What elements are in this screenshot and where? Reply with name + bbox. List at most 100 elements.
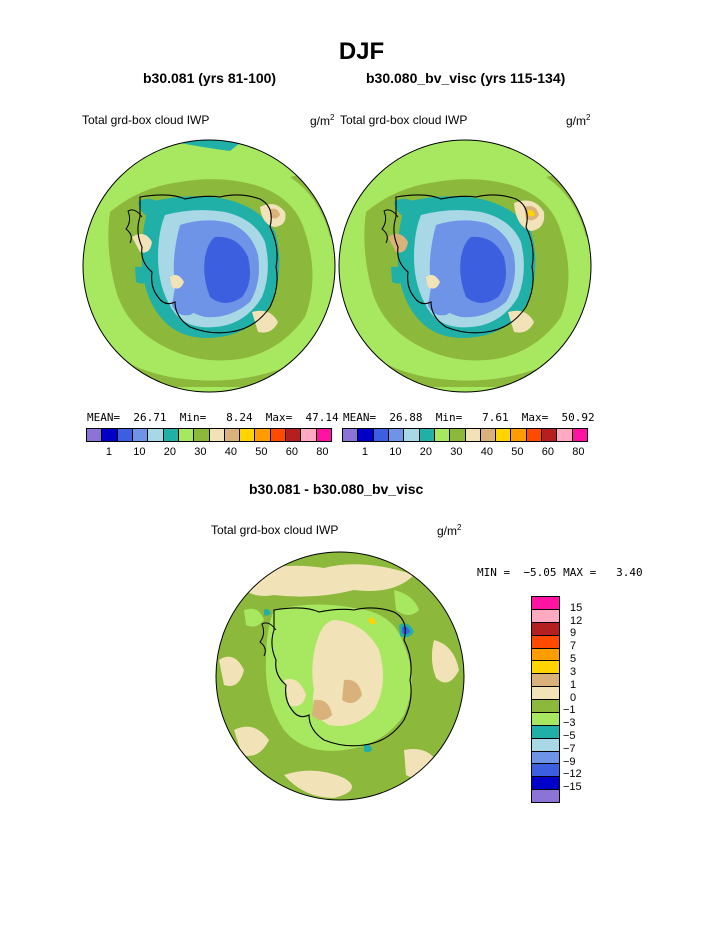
- colorbar-swatch: [270, 429, 287, 441]
- panel-title-left: b30.081 (yrs 81-100): [143, 70, 277, 86]
- colorbar-tick-label: 0: [570, 691, 577, 704]
- colorbar-tick-label: 5: [570, 653, 577, 666]
- colorbar-tick-label: 50: [511, 446, 524, 458]
- colorbar-swatch: [132, 429, 149, 441]
- polar-map-diff: [215, 551, 465, 801]
- units-right: g/m2: [566, 113, 591, 128]
- colorbar-tick-label: 1: [105, 446, 112, 458]
- colorbar-tick-label: 40: [224, 446, 237, 458]
- colorbar-swatch: [542, 429, 558, 441]
- colorbar-swatch: [532, 764, 559, 778]
- colorbar-tick-label: 60: [285, 446, 298, 458]
- colorbar-tick-label: 40: [480, 446, 493, 458]
- colorbar-swatch: [511, 429, 527, 441]
- colorbar-swatch: [178, 429, 195, 441]
- colorbar-tick-label: 1: [570, 678, 577, 691]
- colorbar-tick-label: 10: [389, 446, 402, 458]
- colorbar-tick-label: −5: [563, 729, 576, 742]
- colorbar-swatch: [572, 429, 587, 441]
- colorbar-tick-label: 60: [541, 446, 554, 458]
- field-label-left: Total grd-box cloud IWP: [82, 113, 210, 127]
- colorbar-swatch: [532, 687, 559, 700]
- colorbar-tick-label: 15: [570, 601, 583, 614]
- colorbar-swatch: [526, 429, 543, 441]
- colorbar-tick-label: 80: [316, 446, 329, 458]
- colorbar-tick-label: −12: [563, 768, 582, 781]
- diff-colorbar-ticks: 15 12 9 7 5 3 1 0 −1 −3 −5 −7 −9 −12 −15: [563, 596, 595, 801]
- figure-title: DJF: [338, 38, 385, 65]
- polar-map-left: [82, 139, 336, 393]
- colorbar-tick-label: 10: [133, 446, 146, 458]
- colorbar-tick-label: 30: [450, 446, 463, 458]
- colorbar-tick-label: 20: [419, 446, 432, 458]
- colorbar-ticks-left: 1 10 20 30 40 50 60 80: [86, 446, 330, 460]
- colorbar-swatch: [465, 429, 481, 441]
- colorbar-tick-label: 50: [255, 446, 268, 458]
- colorbar-swatch: [286, 429, 302, 441]
- colorbar-swatch: [496, 429, 512, 441]
- colorbar-tick-label: −7: [563, 742, 576, 755]
- colorbar-swatch: [373, 429, 389, 441]
- colorbar-tick-label: −15: [563, 781, 582, 794]
- colorbar-swatch: [194, 429, 210, 441]
- field-label-right: Total grd-box cloud IWP: [340, 113, 468, 127]
- polar-map-right: [338, 139, 592, 393]
- colorbar-swatch: [87, 429, 103, 441]
- panel-title-right: b30.080_bv_visc (yrs 115-134): [366, 70, 566, 86]
- colorbar-tick-label: 80: [572, 446, 585, 458]
- diff-colorbar: [531, 596, 560, 803]
- colorbar-swatch: [117, 429, 133, 441]
- colorbar-swatch: [532, 635, 559, 649]
- colorbar-tick-label: 12: [570, 614, 583, 627]
- colorbar-swatch: [450, 429, 466, 441]
- diff-field-label: Total grd-box cloud IWP: [211, 523, 339, 537]
- colorbar-tick-label: −3: [563, 717, 576, 730]
- diff-title: b30.081 - b30.080_bv_visc: [249, 481, 424, 497]
- colorbar-swatch: [532, 751, 559, 765]
- colorbar-swatch: [532, 700, 559, 713]
- colorbar-swatch: [301, 429, 317, 441]
- colorbar-tick-label: 3: [570, 665, 577, 678]
- colorbar-tick-label: 7: [570, 640, 577, 653]
- colorbar-swatch: [102, 429, 118, 441]
- stats-right: MEAN= 26.88 Min= 7.61 Max= 50.92: [343, 411, 595, 424]
- colorbar-swatch: [532, 661, 559, 675]
- colorbar-swatch: [209, 429, 225, 441]
- colorbar-swatch: [404, 429, 420, 441]
- diff-units: g/m2: [437, 523, 462, 538]
- colorbar-swatch: [388, 429, 405, 441]
- colorbar-ticks-right: 1 10 20 30 40 50 60 80: [342, 446, 586, 460]
- stats-left: MEAN= 26.71 Min= 8.24 Max= 47.14: [87, 411, 339, 424]
- colorbar-tick-label: 30: [194, 446, 207, 458]
- colorbar-swatch: [255, 429, 271, 441]
- colorbar-tick-label: 20: [163, 446, 176, 458]
- colorbar-swatch: [532, 674, 559, 688]
- units-left: g/m2: [310, 113, 335, 128]
- colorbar-swatch: [532, 609, 559, 623]
- colorbar-swatch: [224, 429, 241, 441]
- diff-stats: MIN = −5.05 MAX = 3.40: [477, 566, 643, 579]
- colorbar-swatch: [148, 429, 164, 441]
- colorbar-swatch: [532, 725, 559, 739]
- colorbar-swatch: [434, 429, 451, 441]
- colorbar-swatch: [358, 429, 374, 441]
- colorbar-swatch: [419, 429, 435, 441]
- colorbar-swatch: [163, 429, 179, 441]
- colorbar-tick-label: 9: [570, 627, 577, 640]
- colorbar-swatch: [532, 597, 559, 610]
- colorbar-swatch: [532, 622, 559, 636]
- colorbar-tick-label: −9: [563, 755, 576, 768]
- colorbar-swatch: [532, 712, 559, 726]
- colorbar-swatch: [532, 648, 559, 662]
- colorbar-swatch: [532, 738, 559, 752]
- colorbar-tick-label: 1: [361, 446, 368, 458]
- colorbar-swatch: [557, 429, 573, 441]
- colorbar-tick-label: −1: [563, 704, 576, 717]
- colorbar-swatch: [343, 429, 359, 441]
- colorbar-left: [86, 428, 332, 442]
- colorbar-right: [342, 428, 588, 442]
- colorbar-swatch: [532, 790, 559, 802]
- colorbar-swatch: [316, 429, 331, 441]
- colorbar-swatch: [532, 777, 559, 791]
- colorbar-swatch: [240, 429, 256, 441]
